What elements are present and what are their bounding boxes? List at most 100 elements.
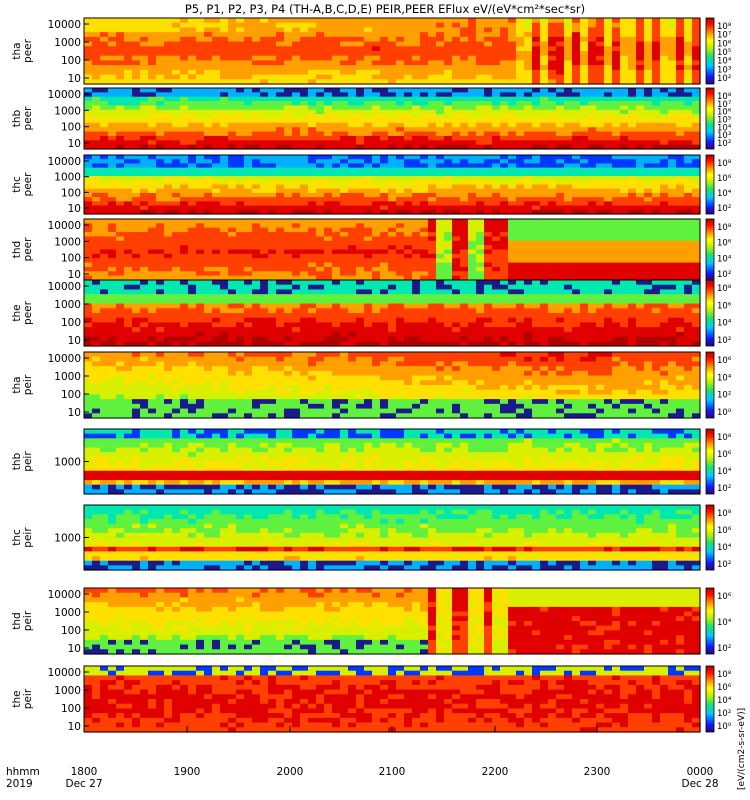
heatmap-cell: [308, 55, 317, 62]
heatmap-cell: [516, 240, 525, 246]
heatmap-cell: [124, 271, 133, 277]
heatmap-cell: [684, 92, 693, 98]
heatmap-cell: [396, 159, 405, 165]
heatmap-cell: [612, 188, 621, 194]
heatmap-cell: [388, 79, 397, 85]
heatmap-cell: [612, 114, 621, 120]
heatmap-cell: [668, 280, 677, 286]
heatmap-cell: [124, 249, 133, 255]
heatmap-cell: [260, 109, 269, 115]
heatmap-cell: [172, 219, 181, 224]
heatmap-cell: [644, 253, 653, 259]
heatmap-cell: [500, 275, 509, 281]
heatmap-cell: [356, 155, 365, 160]
heatmap-cell: [692, 159, 701, 165]
heatmap-cell: [588, 266, 597, 272]
heatmap-cell: [188, 79, 197, 85]
heatmap-cell: [124, 176, 133, 181]
heatmap-cell: [444, 122, 453, 128]
heatmap-cell: [116, 308, 125, 314]
heatmap-cell: [268, 275, 277, 281]
heatmap-cell: [548, 55, 557, 62]
heatmap-cell: [228, 240, 237, 246]
heatmap-cell: [524, 51, 533, 57]
heatmap-cell: [572, 60, 581, 66]
heatmap-cell: [668, 127, 677, 133]
heatmap-cell: [596, 36, 605, 43]
heatmap-cell: [156, 298, 165, 305]
heatmap-cell: [684, 294, 693, 300]
heatmap-cell: [620, 294, 629, 300]
heatmap-cell: [308, 294, 317, 300]
heatmap-cell: [292, 294, 301, 300]
heatmap-cell: [524, 114, 533, 120]
heatmap-cell: [596, 118, 605, 124]
heatmap-cell: [676, 55, 685, 62]
heatmap-cell: [204, 280, 213, 286]
heatmap-cell: [652, 298, 661, 305]
heatmap-cell: [172, 92, 181, 98]
heatmap-cell: [172, 280, 181, 286]
heatmap-cell: [252, 184, 261, 190]
heatmap-cell: [460, 236, 469, 242]
heatmap-cell: [452, 271, 461, 277]
heatmap-cell: [580, 184, 589, 190]
heatmap-cell: [236, 294, 245, 300]
heatmap-cell: [332, 219, 341, 224]
heatmap-cell: [644, 201, 653, 207]
heatmap-cell: [636, 69, 645, 76]
y-tick-label: 10: [68, 138, 81, 150]
heatmap-cell: [156, 227, 165, 233]
heatmap-cell: [148, 303, 157, 309]
heatmap-cell: [428, 313, 437, 319]
heatmap-cell: [164, 144, 173, 150]
heatmap-cell: [580, 223, 589, 229]
heatmap-cell: [500, 201, 509, 207]
heatmap-cell: [500, 197, 509, 202]
heatmap-cell: [92, 65, 101, 71]
heatmap-cell: [444, 144, 453, 150]
heatmap-cell: [140, 284, 149, 291]
heatmap-cell: [348, 209, 357, 215]
heatmap-cell: [524, 209, 533, 215]
heatmap-cell: [196, 131, 205, 137]
heatmap-cell: [660, 280, 669, 286]
heatmap-cell: [244, 275, 253, 281]
heatmap-cell: [660, 249, 669, 255]
heatmap-cell: [580, 298, 589, 305]
heatmap-cell: [92, 69, 101, 76]
heatmap-cell: [420, 122, 429, 128]
heatmap-cell: [660, 88, 669, 93]
heatmap-cell: [500, 114, 509, 120]
heatmap-cell: [228, 65, 237, 71]
heatmap-cell: [452, 275, 461, 281]
heatmap-cell: [300, 96, 309, 102]
heatmap-cell: [172, 101, 181, 107]
heatmap-cell: [572, 171, 581, 177]
heatmap-cell: [316, 55, 325, 62]
heatmap-cell: [620, 192, 629, 198]
heatmap-cell: [220, 36, 229, 43]
heatmap-cell: [500, 159, 509, 165]
heatmap-cell: [444, 289, 453, 295]
heatmap-cell: [108, 135, 117, 141]
heatmap-cell: [252, 205, 261, 211]
heatmap-cell: [236, 308, 245, 314]
heatmap-cell: [548, 188, 557, 194]
heatmap-cell: [532, 65, 541, 71]
heatmap-cell: [332, 27, 341, 33]
heatmap-cell: [356, 41, 365, 47]
heatmap-cell: [348, 118, 357, 124]
heatmap-cell: [404, 79, 413, 85]
heatmap-cell: [300, 271, 309, 277]
heatmap-cell: [380, 289, 389, 295]
heatmap-cell: [636, 144, 645, 150]
heatmap-cell: [172, 249, 181, 255]
heatmap-cell: [332, 262, 341, 268]
heatmap-cell: [172, 65, 181, 71]
heatmap-cell: [364, 188, 373, 194]
heatmap-cell: [556, 131, 565, 137]
heatmap-cell: [596, 240, 605, 246]
heatmap-cell: [612, 280, 621, 286]
heatmap-cell: [612, 227, 621, 233]
